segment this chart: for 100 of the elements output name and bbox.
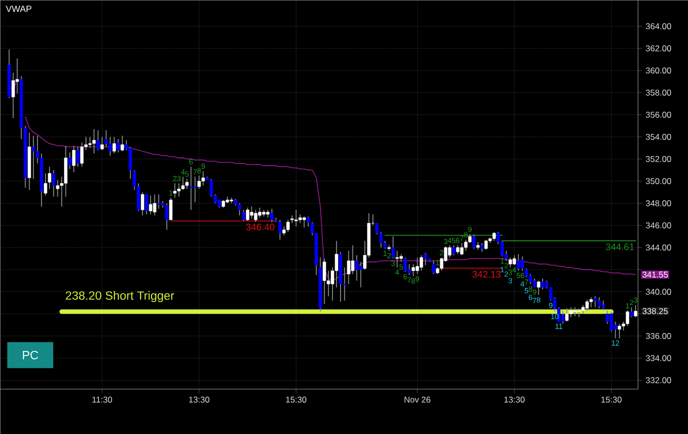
candlestick: [565, 308, 569, 322]
candlestick: [306, 216, 310, 227]
candlestick: [108, 136, 112, 156]
candlestick: [116, 138, 120, 153]
candlestick: [512, 254, 516, 266]
candlestick: [508, 256, 512, 268]
candlestick: [460, 242, 464, 256]
candlestick: [197, 175, 201, 190]
candlestick: [302, 216, 306, 228]
candlestick: [16, 58, 19, 94]
candlestick: [359, 261, 362, 288]
candlestick: [165, 202, 168, 230]
text: 338.25: [642, 308, 668, 314]
y-tick-label: 354.00: [646, 134, 672, 140]
candlestick: [72, 145, 76, 173]
candlestick: [395, 250, 399, 268]
candlestick: [193, 176, 197, 203]
x-tick-label: 15:30: [601, 396, 622, 403]
candlestick: [432, 260, 436, 274]
candlestick: [92, 128, 96, 154]
candlestick: [80, 142, 84, 168]
series-label: 346.40: [246, 224, 274, 230]
candlestick: [254, 209, 258, 222]
y-tick-label: 362.00: [646, 45, 672, 52]
x-tick-label: 13:30: [504, 396, 525, 403]
candlestick: [618, 323, 622, 339]
x-tick-label: Nov 26: [404, 396, 430, 403]
candlestick: [351, 244, 354, 274]
candlestick: [472, 234, 476, 250]
candlestick: [585, 299, 589, 311]
y-tick-label: 340.00: [646, 288, 672, 295]
candlestick: [96, 130, 100, 151]
candlestick: [610, 311, 613, 332]
y-tick-label: 332.00: [646, 377, 672, 384]
x-tick-label: 11:30: [92, 396, 112, 403]
text: 341.55: [642, 272, 668, 278]
candlestick: [630, 306, 634, 318]
candlestick: [202, 170, 205, 186]
candlestick: [294, 209, 298, 227]
candlestick: [589, 296, 593, 308]
candlestick: [258, 207, 262, 218]
y-tick-label: 344.00: [646, 244, 672, 250]
candlestick: [355, 254, 358, 282]
candlestick: [569, 306, 573, 318]
candlestick: [634, 304, 638, 318]
candlestick: [12, 72, 15, 118]
candlestick: [416, 256, 419, 274]
candlestick: [246, 207, 250, 222]
y-tick-label: 356.00: [646, 112, 672, 118]
y-tick-label: 358.00: [646, 90, 672, 96]
candlestick: [404, 256, 407, 272]
candlestick: [112, 136, 116, 154]
candlestick: [448, 244, 452, 258]
chart-title: VWAP: [6, 6, 32, 12]
candlestick: [140, 192, 144, 216]
candlestick: [536, 280, 540, 296]
y-tick-label: 364.00: [646, 23, 672, 30]
candlestick: [270, 208, 274, 222]
candlestick: [484, 239, 488, 250]
candlestick: [420, 254, 424, 272]
candlestick: [540, 278, 544, 290]
candlestick: [238, 202, 242, 216]
x-tick-label: 13:30: [189, 396, 210, 403]
candlestick: [598, 296, 601, 309]
candlestick: [52, 170, 56, 198]
y-tick-label: 352.00: [646, 156, 672, 162]
candlestick: [561, 310, 564, 324]
y-tick-label: 346.00: [646, 222, 672, 228]
candlestick: [452, 244, 456, 256]
candlestick: [602, 300, 605, 311]
candlestick: [148, 195, 152, 215]
y-tick-label: 348.00: [646, 200, 672, 206]
candlestick: [516, 254, 520, 272]
candlestick: [76, 146, 80, 168]
candlestick: [189, 166, 193, 210]
y-tick-label: 360.00: [646, 67, 672, 74]
candlestick: [286, 219, 290, 232]
candlestick: [68, 152, 72, 170]
candlestick: [169, 197, 172, 220]
candlestick: [32, 135, 36, 180]
series-label: 342.13: [472, 270, 501, 278]
candlestick: [173, 182, 176, 198]
y-tick-label: 334.00: [646, 355, 672, 362]
x-tick-label: 15:30: [286, 396, 306, 403]
candlestick: [157, 194, 160, 210]
y-tick-label: 336.00: [646, 332, 672, 339]
candlestick: [144, 194, 148, 215]
candlestick: [412, 264, 415, 277]
y-tick-label: 350.00: [646, 178, 672, 184]
annotation: PC: [22, 350, 38, 360]
candlestick: [120, 135, 124, 152]
series-label: 238.20 Short Trigger: [66, 290, 174, 302]
candlestick: [250, 206, 254, 220]
candlestick: [464, 239, 468, 252]
candlestick: [626, 310, 630, 326]
candlestick: [278, 219, 282, 240]
candlestick: [177, 182, 181, 198]
series-label: 344.61: [606, 243, 634, 250]
candlestick: [594, 296, 597, 308]
candlestick: [153, 194, 156, 216]
